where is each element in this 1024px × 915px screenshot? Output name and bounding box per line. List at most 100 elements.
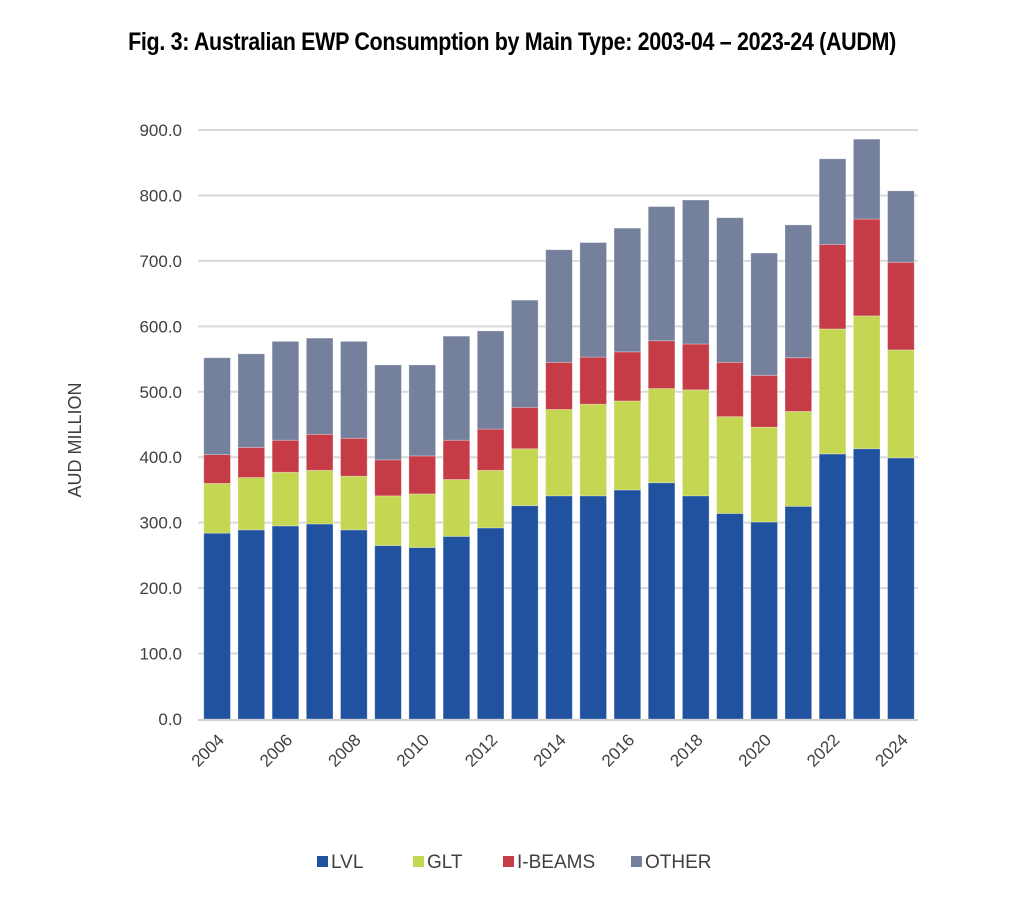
y-tick-label: 600.0 (139, 317, 182, 336)
bar-segment-i-beams-2005 (237, 447, 266, 478)
bar-segment-other-2010 (408, 364, 436, 457)
bar-segment-lvl-2020 (750, 521, 778, 720)
x-tick-label: 2010 (393, 730, 433, 770)
bar-group-2007 (305, 337, 334, 720)
bar-segment-glt-2024 (887, 349, 915, 459)
bar-segment-other-2008 (340, 340, 368, 439)
y-tick-label: 100.0 (139, 645, 182, 664)
bar-group-2018 (682, 199, 710, 720)
bar-segment-other-2022 (818, 158, 847, 245)
bar-group-2021 (784, 224, 813, 720)
bar-segment-glt-2009 (374, 495, 402, 546)
x-tick-label: 2008 (325, 730, 365, 770)
bar-segment-i-beams-2013 (511, 407, 539, 450)
bar-segment-i-beams-2024 (887, 261, 915, 351)
bar-segment-i-beams-2010 (408, 455, 436, 495)
bar-group-2012 (476, 330, 505, 720)
x-tick-label: 2022 (803, 730, 843, 770)
legend-swatch (413, 856, 424, 867)
legend-swatch (317, 856, 328, 867)
bar-segment-i-beams-2011 (442, 439, 471, 480)
bar-segment-lvl-2021 (784, 505, 813, 720)
bar-segment-lvl-2023 (852, 448, 881, 720)
x-tick-label: 2012 (461, 730, 501, 770)
bar-group-2013 (511, 299, 539, 720)
bar-segment-other-2006 (271, 340, 300, 441)
bar-segment-i-beams-2008 (340, 437, 368, 477)
bar-segment-i-beams-2009 (374, 459, 402, 497)
bar-group-2011 (442, 335, 471, 720)
bar-segment-i-beams-2022 (818, 244, 847, 330)
bar-segment-lvl-2010 (408, 547, 436, 720)
y-axis-ticks: 0.0 100.0 200.0 300.0 400.0 500.0 600.0 700.0 80… (139, 121, 182, 729)
bar-segment-lvl-2013 (511, 505, 539, 720)
bar-group-2005 (237, 353, 266, 720)
legend-item-lvl: LVL (317, 852, 363, 873)
bar-segment-other-2016 (613, 227, 642, 353)
y-axis-label: AUD MILLION (65, 382, 85, 497)
x-tick-label: 2024 (872, 730, 912, 770)
bar-segment-glt-2010 (408, 493, 436, 548)
y-tick-label: 200.0 (139, 579, 182, 598)
x-tick-label: 2018 (666, 730, 706, 770)
bar-group-2006 (271, 340, 300, 720)
legend-swatch (631, 856, 642, 867)
bar-segment-lvl-2024 (887, 457, 915, 720)
bar-segment-i-beams-2017 (647, 340, 676, 389)
bar-segment-lvl-2017 (647, 482, 676, 720)
bar-segment-other-2018 (682, 199, 710, 345)
bar-group-2015 (579, 242, 607, 720)
bar-segment-other-2023 (852, 138, 881, 220)
bar-segment-i-beams-2004 (203, 454, 231, 484)
legend-item-glt: GLT (413, 852, 463, 873)
bar-segment-glt-2005 (237, 477, 266, 531)
bar-segment-glt-2015 (579, 403, 607, 497)
x-axis-ticks: 2004 2006 2008 2010 2012 2014 2016 2018 2020 2022… (188, 730, 912, 770)
bar-group-2009 (374, 364, 402, 720)
bar-segment-glt-2014 (545, 409, 573, 497)
bar-segment-glt-2017 (647, 388, 676, 484)
bar-segment-i-beams-2020 (750, 375, 778, 428)
bar-group-2004 (203, 357, 231, 720)
bar-group-2008 (340, 340, 368, 720)
bar-segment-i-beams-2006 (271, 439, 300, 473)
bar-segment-i-beams-2012 (476, 428, 505, 471)
bar-segment-lvl-2014 (545, 495, 573, 720)
bar-segment-i-beams-2019 (716, 361, 744, 418)
bar-group-2010 (408, 364, 436, 720)
y-tick-label: 700.0 (139, 252, 182, 271)
bar-segment-glt-2022 (818, 328, 847, 455)
bar-segment-glt-2023 (852, 315, 881, 450)
bar-segment-other-2013 (511, 299, 539, 408)
y-tick-label: 300.0 (139, 514, 182, 533)
bar-segment-lvl-2022 (818, 453, 847, 720)
bar-segment-other-2009 (374, 364, 402, 461)
bar-segment-i-beams-2014 (545, 361, 573, 410)
x-tick-label: 2004 (188, 730, 228, 770)
y-tick-label: 0.0 (158, 710, 182, 729)
bar-segment-lvl-2004 (203, 532, 231, 720)
bar-segment-glt-2006 (271, 471, 300, 527)
bar-segment-other-2019 (716, 217, 744, 363)
legend-swatch (503, 856, 514, 867)
bar-segment-i-beams-2023 (852, 218, 881, 317)
bar-segment-lvl-2015 (579, 495, 607, 720)
bar-segment-other-2024 (887, 190, 915, 263)
bar-segment-other-2021 (784, 224, 813, 359)
bar-segment-glt-2008 (340, 475, 368, 531)
x-tick-label: 2014 (530, 730, 570, 770)
legend-item-other: OTHER (631, 852, 712, 873)
bar-group-2022 (818, 158, 847, 720)
bar-group-2016 (613, 227, 642, 720)
legend-label: LVL (331, 852, 363, 873)
bar-segment-lvl-2009 (374, 545, 402, 720)
x-tick-label: 2006 (256, 730, 296, 770)
bar-segment-other-2020 (750, 252, 778, 376)
bar-segment-i-beams-2016 (613, 351, 642, 402)
bar-group-2017 (647, 206, 676, 720)
bar-group-2024 (887, 190, 915, 720)
legend-label: OTHER (645, 852, 712, 873)
bar-segment-lvl-2011 (442, 536, 471, 720)
y-tick-label: 800.0 (139, 186, 182, 205)
